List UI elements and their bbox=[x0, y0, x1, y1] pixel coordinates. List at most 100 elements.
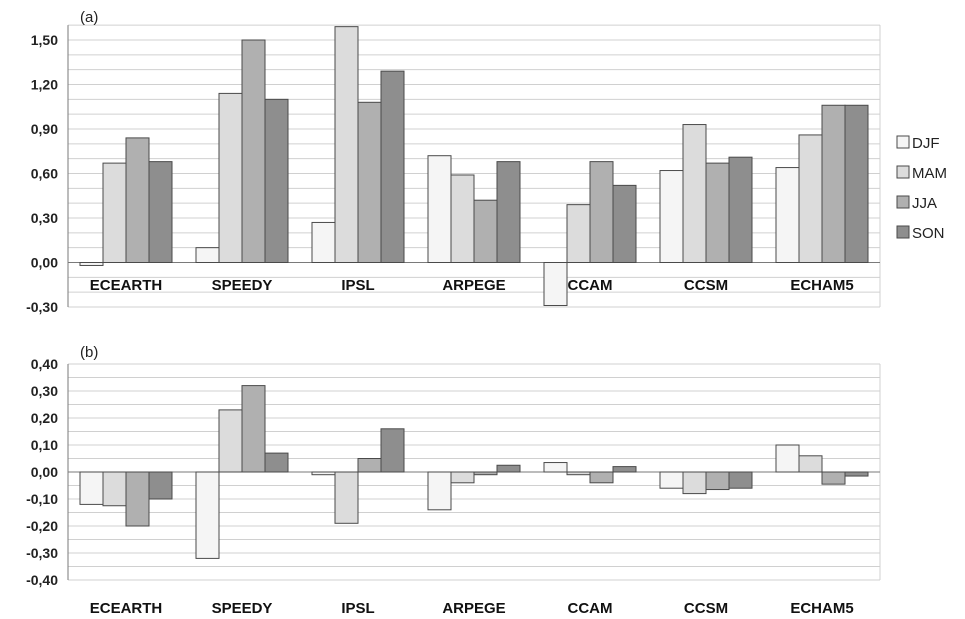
bar-djf-echam5 bbox=[775, 167, 800, 263]
bar-jja-ipsl bbox=[357, 101, 382, 263]
bar-jja-arpege bbox=[473, 199, 498, 263]
y-tick-label: 0,40 bbox=[31, 356, 58, 372]
y-tick-label: 1,20 bbox=[31, 77, 58, 93]
bar-mam-ecearth bbox=[102, 162, 127, 263]
legend-swatch-mam bbox=[896, 165, 910, 179]
bar-djf-ccsm bbox=[659, 471, 684, 489]
bar-mam-ccsm bbox=[682, 471, 707, 495]
bar-son-ccam bbox=[612, 466, 637, 473]
x-tick-label: ARPEGE bbox=[442, 277, 505, 294]
bar-mam-ccam bbox=[566, 471, 591, 476]
bar-djf-ccam bbox=[543, 462, 568, 473]
x-tick-label: CCSM bbox=[684, 600, 728, 617]
y-tick-label: -0,30 bbox=[26, 299, 58, 315]
bar-son-ecearth bbox=[148, 471, 173, 500]
bar-djf-arpege bbox=[427, 155, 452, 263]
y-tick-label: 0,30 bbox=[31, 383, 58, 399]
bar-jja-speedy bbox=[241, 39, 266, 263]
x-tick-label: ECHAM5 bbox=[790, 277, 853, 294]
bar-mam-arpege bbox=[450, 174, 475, 264]
legend-label: SON bbox=[912, 225, 945, 242]
bar-jja-ecearth bbox=[125, 471, 150, 527]
bar-son-arpege bbox=[496, 464, 521, 473]
bar-mam-speedy bbox=[218, 92, 243, 264]
bar-son-ccsm bbox=[728, 471, 753, 489]
bar-son-ipsl bbox=[380, 70, 405, 264]
bar-son-echam5 bbox=[844, 471, 869, 477]
bar-mam-ipsl bbox=[334, 471, 359, 524]
legend-swatch-son bbox=[896, 225, 910, 239]
bar-mam-arpege bbox=[450, 471, 475, 484]
y-tick-label: 0,90 bbox=[31, 121, 58, 137]
x-tick-label: CCAM bbox=[568, 600, 613, 617]
y-tick-label: -0,40 bbox=[26, 572, 58, 588]
bar-jja-ccsm bbox=[705, 162, 730, 263]
bar-djf-ccam bbox=[543, 262, 568, 307]
panel-b: -0,40 -0,30 -0,20 -0,10 0,00 0,10 0,20 0,30 0,40… bbox=[26, 344, 881, 617]
x-tick-label: ECEARTH bbox=[90, 600, 163, 617]
legend-swatch-djf bbox=[896, 135, 910, 149]
bar-jja-arpege bbox=[473, 471, 498, 476]
y-tick-label: -0,10 bbox=[26, 491, 58, 507]
y-tick-label: 0,10 bbox=[31, 437, 58, 453]
legend: DJF MAM JJA SON bbox=[896, 135, 947, 242]
x-tick-label: ECHAM5 bbox=[790, 600, 853, 617]
y-tick-label: 0,60 bbox=[31, 166, 58, 182]
bar-son-ccsm bbox=[728, 156, 753, 263]
bar-jja-echam5 bbox=[821, 471, 846, 485]
y-tick-label: 0,30 bbox=[31, 210, 58, 226]
x-tick-label: IPSL bbox=[341, 277, 374, 294]
bar-djf-ecearth bbox=[79, 471, 104, 505]
bar-son-ecearth bbox=[148, 161, 173, 263]
legend-swatch-jja bbox=[896, 195, 910, 209]
bar-mam-echam5 bbox=[798, 455, 823, 473]
bar-son-speedy bbox=[264, 452, 289, 473]
bar-djf-ipsl bbox=[311, 471, 336, 476]
bar-son-ccam bbox=[612, 184, 637, 263]
bar-son-ipsl bbox=[380, 428, 405, 473]
bar-son-arpege bbox=[496, 161, 521, 263]
y-tick-label: 0,00 bbox=[31, 464, 58, 480]
bar-mam-ipsl bbox=[334, 26, 359, 264]
bar-mam-ccam bbox=[566, 204, 591, 263]
x-tick-label: CCSM bbox=[684, 277, 728, 294]
bar-djf-ccsm bbox=[659, 170, 684, 264]
bar-jja-ecearth bbox=[125, 137, 150, 263]
x-tick-label: CCAM bbox=[568, 277, 613, 294]
bar-djf-ipsl bbox=[311, 221, 336, 263]
y-tick-label: 0,00 bbox=[31, 255, 58, 271]
legend-label: MAM bbox=[912, 165, 947, 182]
panel-a: -0,30 0,00 0,30 0,60 0,90 1,20 1,50 (a) ECEARTH S… bbox=[26, 9, 881, 315]
bar-mam-ccsm bbox=[682, 124, 707, 263]
bar-son-speedy bbox=[264, 98, 289, 264]
y-tick-label: 1,50 bbox=[31, 32, 58, 48]
bar-jja-echam5 bbox=[821, 104, 846, 264]
x-tick-label: IPSL bbox=[341, 600, 374, 617]
x-tick-label: SPEEDY bbox=[212, 600, 273, 617]
bar-jja-ipsl bbox=[357, 458, 382, 473]
y-tick-label: -0,20 bbox=[26, 518, 58, 534]
panel-label: (a) bbox=[80, 9, 98, 26]
x-tick-label: ECEARTH bbox=[90, 277, 163, 294]
bar-djf-speedy bbox=[195, 471, 220, 559]
bar-son-echam5 bbox=[844, 104, 869, 264]
bar-mam-ecearth bbox=[102, 471, 127, 507]
legend-label: DJF bbox=[912, 135, 940, 152]
x-tick-label: ARPEGE bbox=[442, 600, 505, 617]
y-tick-label: -0,30 bbox=[26, 545, 58, 561]
bar-mam-speedy bbox=[218, 409, 243, 473]
bar-jja-ccam bbox=[589, 471, 614, 484]
x-tick-label: SPEEDY bbox=[212, 277, 273, 294]
panel-label: (b) bbox=[80, 344, 98, 361]
bar-jja-ccsm bbox=[705, 471, 730, 491]
bar-djf-arpege bbox=[427, 471, 452, 511]
bar-jja-speedy bbox=[241, 385, 266, 473]
bar-jja-ccam bbox=[589, 161, 614, 263]
legend-label: JJA bbox=[912, 195, 937, 212]
bar-djf-ecearth bbox=[79, 262, 104, 266]
bar-djf-speedy bbox=[195, 247, 220, 264]
bar-djf-echam5 bbox=[775, 444, 800, 473]
bar-mam-echam5 bbox=[798, 134, 823, 263]
y-tick-label: 0,20 bbox=[31, 410, 58, 426]
